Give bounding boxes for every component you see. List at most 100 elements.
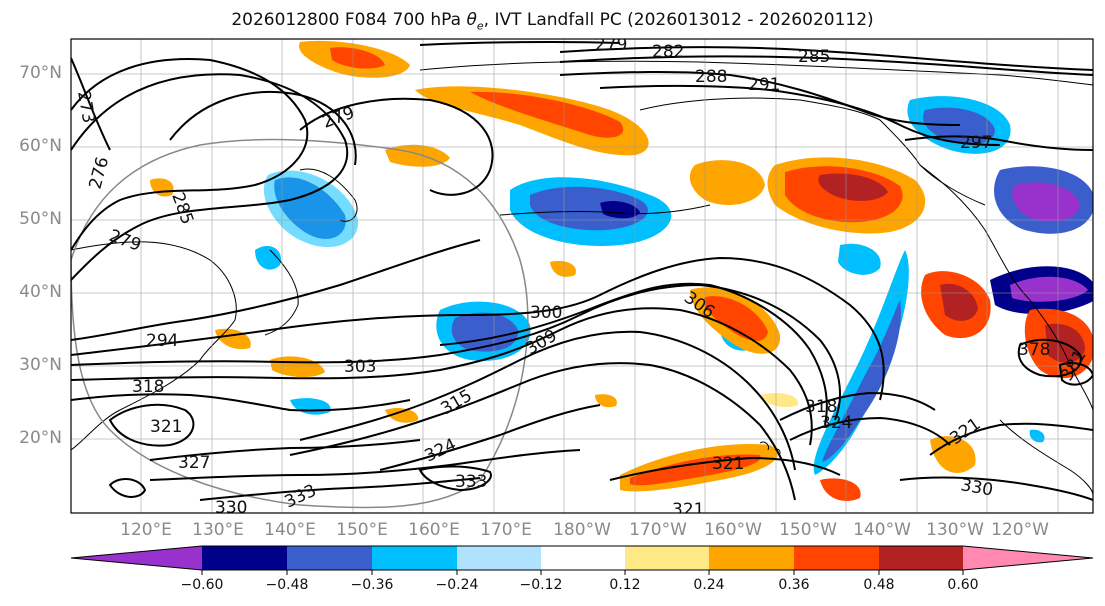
colorbar-bin: [287, 546, 372, 570]
coastline-arctic: [419, 60, 1093, 86]
blob-yellow-small-2: [595, 394, 617, 408]
colorbar-bin: [372, 546, 457, 570]
lat-tick-label: 30°N: [19, 355, 62, 375]
contour-label: 318: [805, 397, 837, 417]
blob-yellow-small-1: [760, 393, 799, 408]
theta-e-contours: [71, 40, 1093, 501]
title-prefix: 2026012800 F084 700 hPa: [231, 10, 467, 30]
blob-orange-small-4: [930, 436, 976, 473]
blob-navy-central-north: [530, 186, 648, 231]
lon-tick-label: 150°E: [336, 520, 388, 540]
contour-label: 327: [178, 453, 210, 473]
contour-297: [904, 135, 1093, 151]
lon-tick-label: 130°E: [192, 520, 244, 540]
contour-label: 333: [455, 472, 487, 492]
colorbar-bin: [709, 546, 794, 570]
lon-tick-label: 140°E: [264, 520, 316, 540]
blob-red-gulf-alaska-north: [470, 91, 624, 138]
contour-273: [71, 57, 111, 151]
contour-label: 324: [820, 413, 852, 433]
colorbar-tick-label: 0.48: [863, 577, 895, 593]
contour-label: 279: [595, 35, 627, 55]
lat-tick-label: 20°N: [19, 428, 62, 448]
contour-label: 297: [960, 133, 992, 153]
contour-318-b: [779, 391, 936, 421]
contour-label: 282: [652, 42, 684, 62]
contour-label: 321: [672, 500, 704, 520]
map-title: 2026012800 F084 700 hPa θe, IVT Landfall…: [0, 10, 1105, 32]
blob-darkred-ne-pacific: [818, 173, 888, 201]
contour-label: 300: [530, 303, 562, 323]
contour-subtrop-small: [108, 478, 147, 498]
title-suffix: , IVT Landfall PC (2026013012 - 20260201…: [483, 10, 874, 30]
contour-321-b: [609, 456, 841, 481]
colorbar-tick-label: −0.24: [435, 577, 479, 593]
lon-tick-label: 170°W: [629, 520, 687, 540]
colorbar-tick-label: −0.12: [519, 577, 563, 593]
colorbar-bin: [879, 546, 963, 570]
colorbar-tick-label: 0.24: [693, 577, 725, 593]
theta-symbol: θ: [466, 10, 477, 30]
contour-label: 330: [215, 498, 247, 518]
contour-label: 303: [344, 357, 376, 377]
blob-orange-gulf-alaska-north: [415, 86, 649, 156]
blob-red-subtropics-band: [630, 454, 761, 486]
domain-outline: [71, 138, 529, 509]
colorbar-tick-label: 0.36: [778, 577, 810, 593]
lat-tick-label: 50°N: [19, 209, 62, 229]
contour-303: [71, 283, 841, 421]
colorbar-extend-low: [71, 546, 202, 570]
colorbar-bin: [202, 546, 287, 570]
blob-orange-small-3: [820, 478, 861, 501]
colorbar-tick-label: 0.12: [609, 577, 641, 593]
contour-279-b: [299, 97, 494, 196]
contour-288: [559, 70, 961, 126]
contour-279-top: [419, 40, 621, 46]
lon-tick-label: 180°W: [553, 520, 611, 540]
contour-309: [71, 307, 813, 446]
gridlines: [71, 39, 1093, 513]
colorbar-tick-label: 0.60: [947, 577, 979, 593]
lon-tick-label: 120°E: [120, 520, 172, 540]
contour-label: 321: [150, 417, 182, 437]
contour-318: [71, 393, 411, 412]
blob-red-central-pacific: [703, 296, 768, 341]
colorbar-bin: [794, 546, 879, 570]
blob-blue-japan: [255, 245, 281, 270]
colorbar-bin: [457, 546, 541, 570]
contour-276: [71, 58, 309, 251]
contour-label: 288: [695, 67, 727, 87]
contour-321: [108, 403, 195, 447]
lat-tick-label: 70°N: [19, 63, 62, 83]
coastline-mexico: [999, 419, 1093, 496]
contour-294: [71, 239, 481, 341]
blob-purple-westcoast-core: [1010, 276, 1088, 302]
theta-subscript: e: [476, 19, 484, 33]
map-frame: [70, 38, 1094, 514]
colorbar-bin: [625, 546, 709, 570]
contour-324: [789, 416, 951, 446]
contour-291: [599, 84, 1001, 146]
lon-tick-label: 160°W: [704, 520, 762, 540]
lon-tick-label: 170°E: [480, 520, 532, 540]
contour-306: [439, 282, 828, 426]
colorbar-tick-label: −0.48: [265, 577, 309, 593]
blob-orange-small-2: [385, 408, 419, 423]
contour-279-a: [71, 73, 349, 281]
contour-285-a: [559, 55, 1093, 76]
lon-tick-label: 140°W: [853, 520, 911, 540]
coastline-kamchatka: [299, 168, 358, 222]
blob-blue-diagonal-east: [813, 250, 909, 475]
colorbar-extend-high: [963, 546, 1093, 570]
contour-label: 321: [712, 454, 744, 474]
blob-orange-gulf-alaska: [689, 160, 765, 205]
contour-321-c: [929, 422, 1093, 456]
blob-blue-nw-pacific-outer: [263, 170, 359, 248]
lat-tick-label: 60°N: [19, 136, 62, 156]
contour-330: [149, 449, 581, 481]
contour-330-b: [899, 476, 1093, 501]
colorbar-tick-label: −0.36: [350, 577, 394, 593]
lon-tick-label: 160°E: [408, 520, 460, 540]
coastlines: [71, 60, 1093, 496]
